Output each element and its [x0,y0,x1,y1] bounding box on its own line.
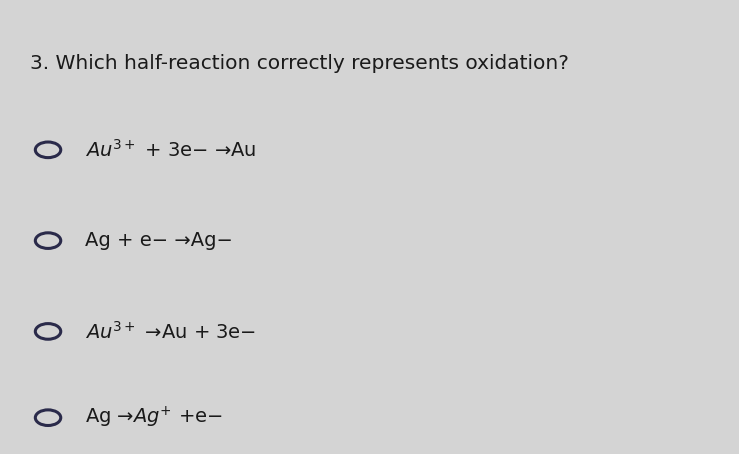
Text: 3. Which half-reaction correctly represents oxidation?: 3. Which half-reaction correctly represe… [30,54,568,74]
Text: $Au^{3+}$ →Au + 3e−: $Au^{3+}$ →Au + 3e− [85,321,256,342]
Text: $Au^{3+}$ + 3e− →Au: $Au^{3+}$ + 3e− →Au [85,139,256,161]
Text: Ag →$Ag^{+}$ +e−: Ag →$Ag^{+}$ +e− [85,405,222,430]
Text: Ag + e− →Ag−: Ag + e− →Ag− [85,231,233,250]
